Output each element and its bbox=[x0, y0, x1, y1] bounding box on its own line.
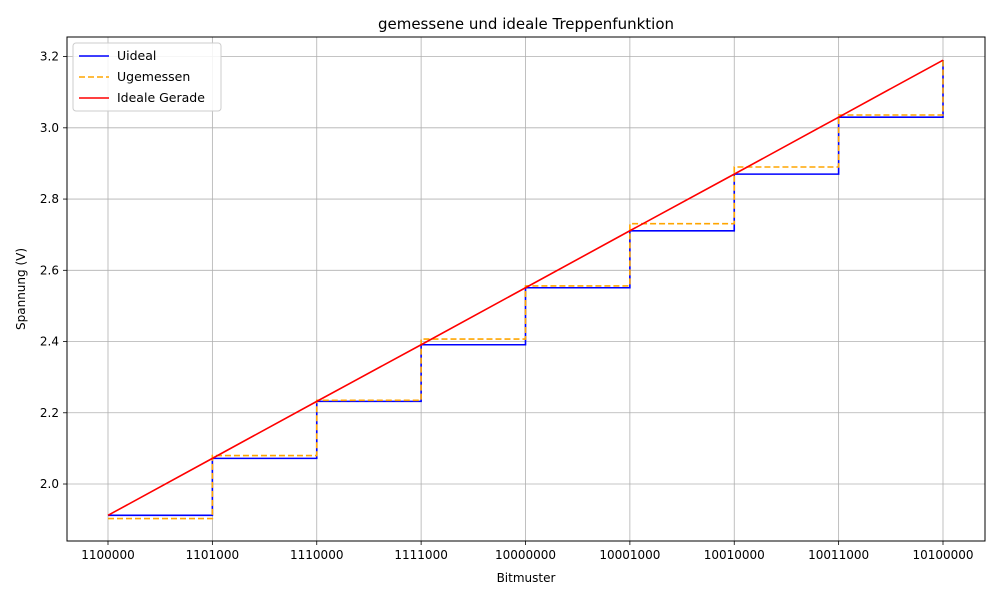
plot-frame bbox=[66, 36, 986, 542]
legend: Uideal Ugemessen Ideale Gerade bbox=[72, 42, 222, 112]
series-line-ugemessen bbox=[108, 60, 944, 520]
x-tick-label: 1101000 bbox=[186, 548, 239, 562]
x-axis: 1100000 1101000 1110000 1111000 10000000 1000… bbox=[81, 541, 974, 562]
x-tick-label: 1110000 bbox=[290, 548, 343, 562]
series-line-ideale-gerade bbox=[107, 59, 944, 517]
y-tick-label: 2.4 bbox=[40, 335, 59, 349]
legend-box bbox=[72, 42, 222, 112]
x-tick-label: 10001000 bbox=[599, 548, 660, 562]
y-axis: 2.0 2.2 2.4 2.6 2.8 3.0 3.2 bbox=[40, 50, 67, 491]
x-tick-label: 1100000 bbox=[81, 548, 134, 562]
legend-label: Ugemessen bbox=[117, 69, 190, 84]
y-tick-label: 2.2 bbox=[40, 406, 59, 420]
y-tick-label: 2.8 bbox=[40, 192, 59, 206]
y-tick-label: 3.0 bbox=[40, 121, 59, 135]
legend-label: Uideal bbox=[117, 48, 156, 63]
y-tick-label: 2.0 bbox=[40, 477, 59, 491]
x-tick-label: 10000000 bbox=[495, 548, 556, 562]
y-tick-label: 3.2 bbox=[40, 50, 59, 64]
x-tick-label: 10011000 bbox=[808, 548, 869, 562]
chart-title: gemessene und ideale Treppenfunktion bbox=[378, 15, 674, 33]
y-tick-label: 2.6 bbox=[40, 263, 59, 277]
x-tick-label: 1111000 bbox=[394, 548, 447, 562]
x-axis-title: Bitmuster bbox=[497, 571, 556, 585]
y-axis-title: Spannung (V) bbox=[14, 248, 28, 330]
x-tick-label: 10010000 bbox=[704, 548, 765, 562]
plot-series bbox=[107, 59, 944, 520]
legend-label: Ideale Gerade bbox=[117, 90, 205, 105]
x-tick-label: 10100000 bbox=[912, 548, 973, 562]
